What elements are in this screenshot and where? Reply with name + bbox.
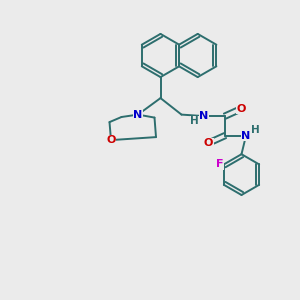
Text: O: O bbox=[237, 103, 246, 114]
Text: N: N bbox=[242, 130, 250, 141]
Text: O: O bbox=[106, 135, 116, 145]
Text: O: O bbox=[204, 138, 213, 148]
Text: F: F bbox=[216, 159, 223, 170]
Text: H: H bbox=[190, 116, 199, 127]
Text: N: N bbox=[199, 111, 208, 121]
Text: N: N bbox=[134, 110, 142, 120]
Text: H: H bbox=[251, 125, 260, 135]
